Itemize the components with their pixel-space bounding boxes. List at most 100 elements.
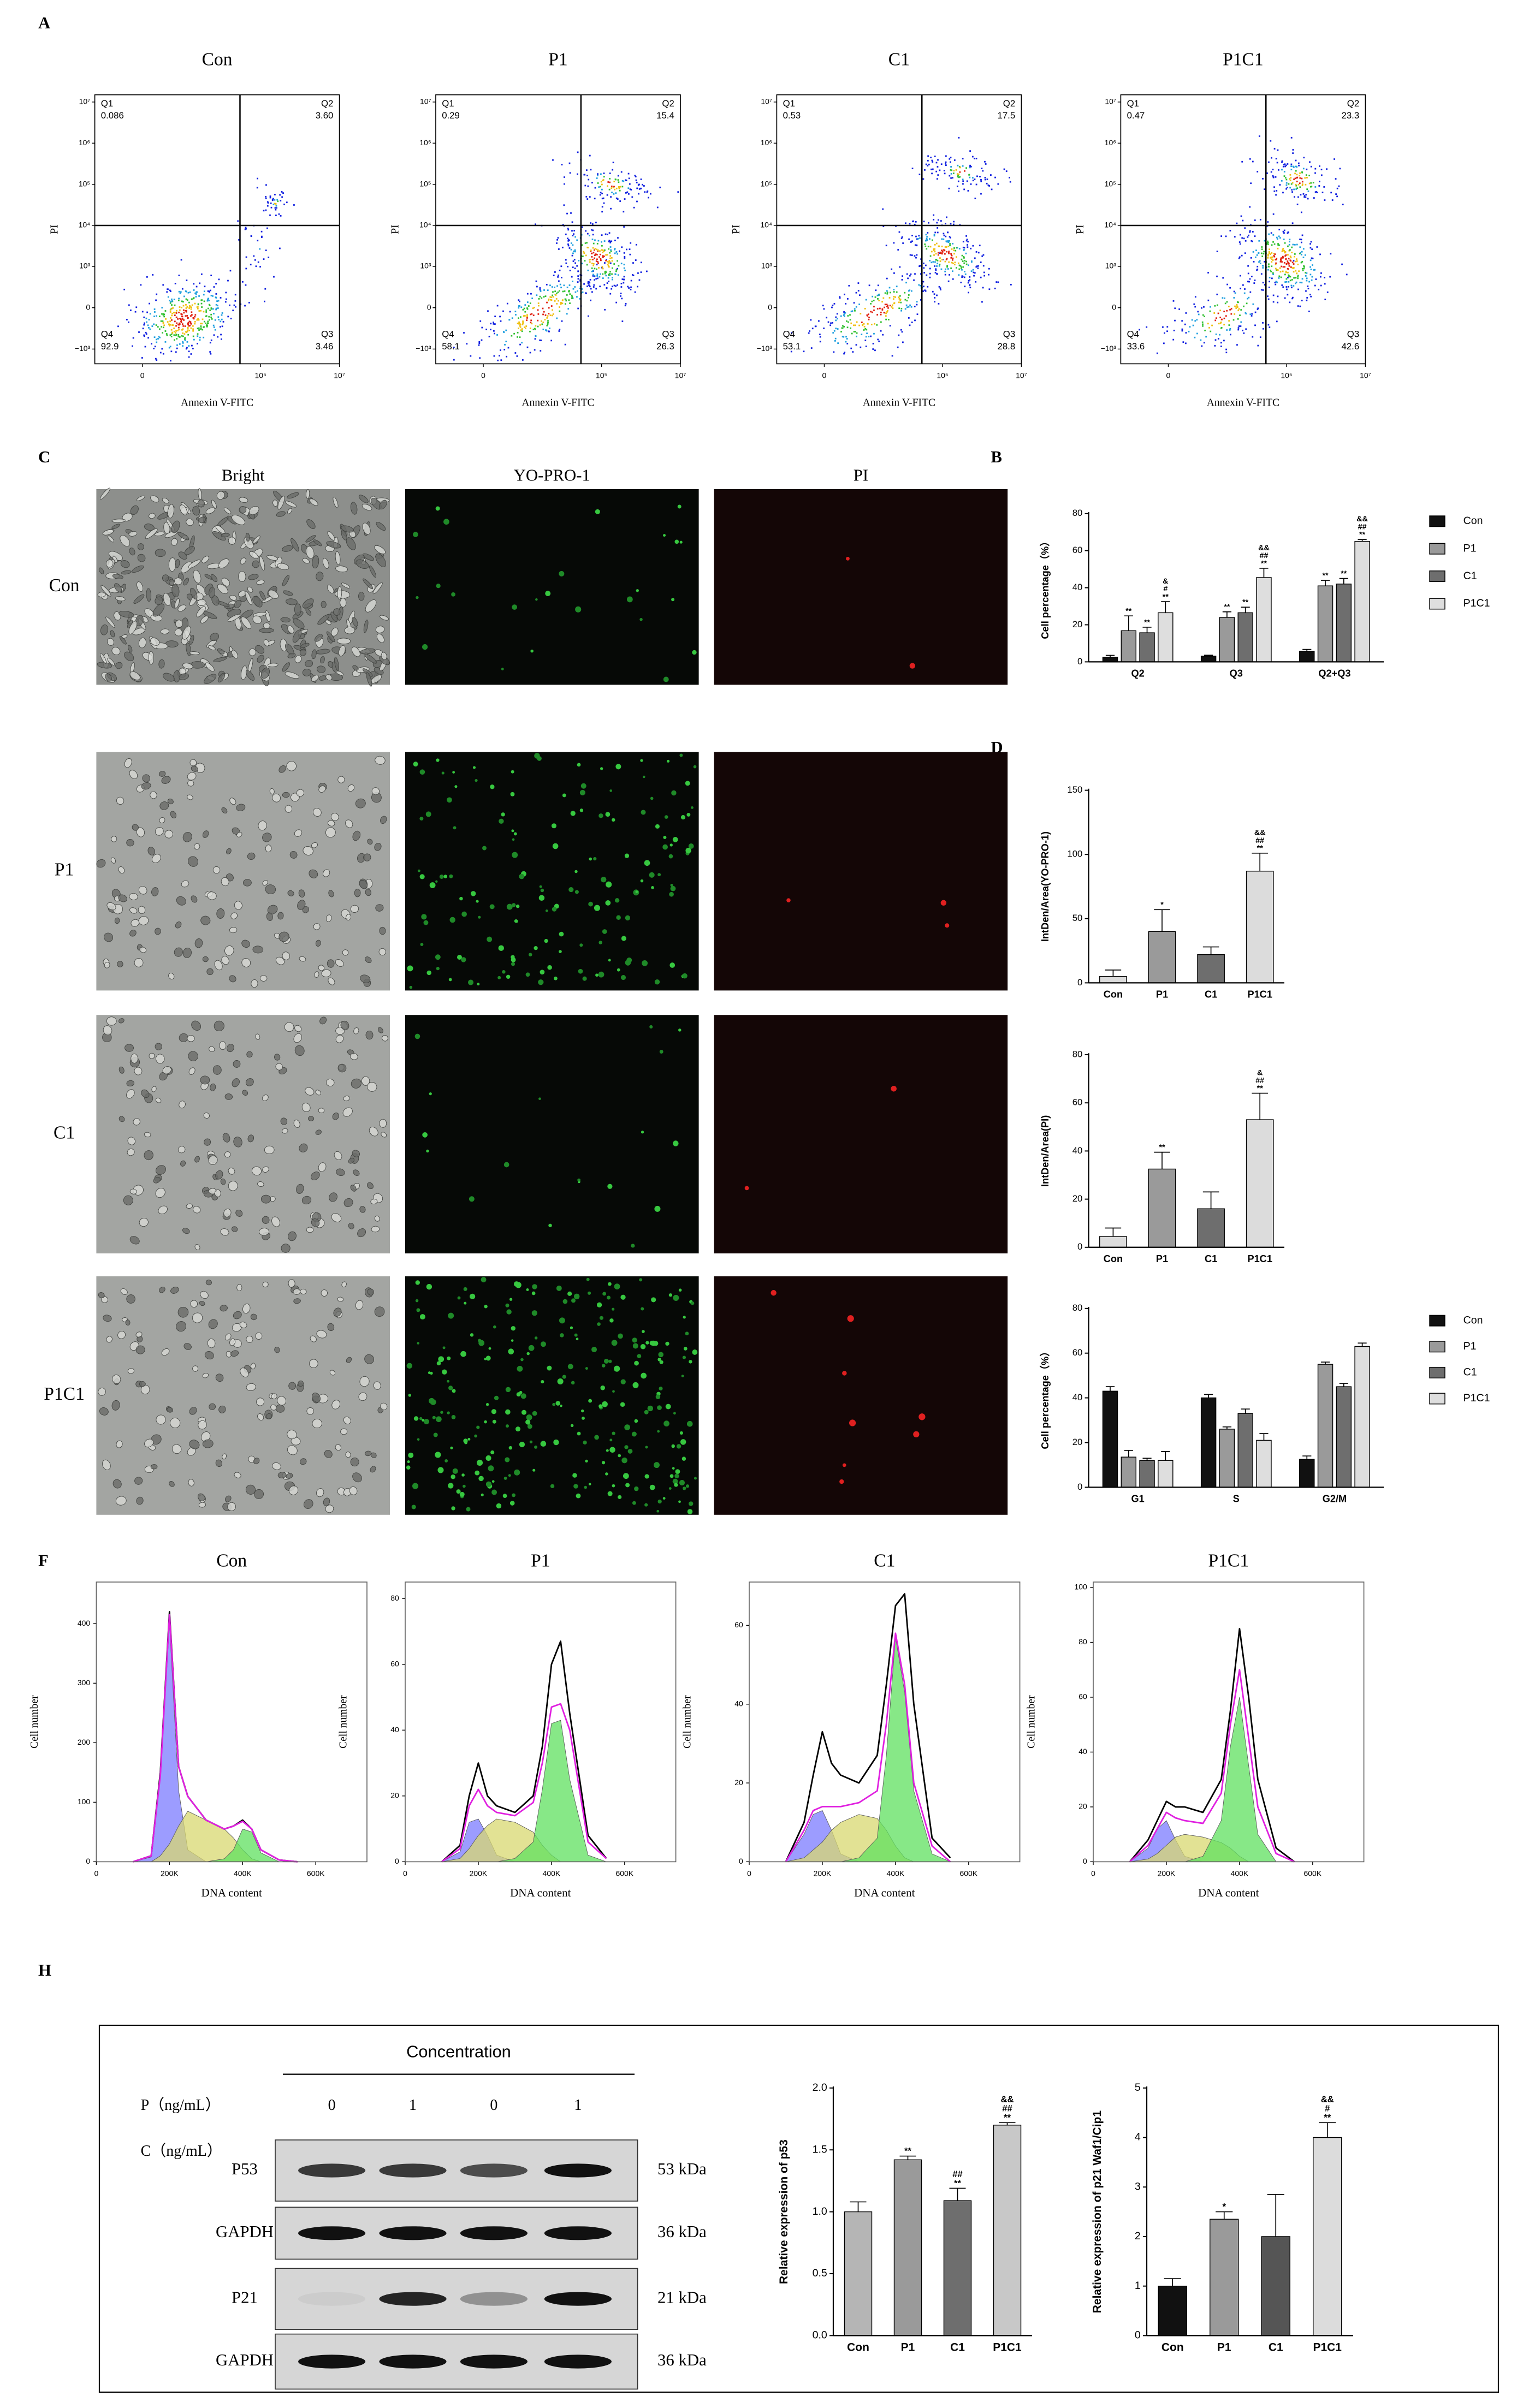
event-dot <box>577 290 578 292</box>
event-dot <box>969 176 971 179</box>
event-dot <box>153 311 156 313</box>
event-dot <box>634 175 636 177</box>
event-dot <box>972 245 974 247</box>
event-dot <box>209 305 211 306</box>
green-cell <box>644 1474 649 1479</box>
green-cell <box>420 943 424 946</box>
event-dot <box>1309 259 1312 261</box>
event-dot <box>615 179 617 181</box>
event-dot <box>923 267 925 269</box>
event-dot <box>603 176 605 178</box>
event-dot <box>637 286 639 288</box>
green-cell <box>672 1478 678 1484</box>
event-dot <box>153 316 155 317</box>
event-dot <box>164 341 167 343</box>
event-dot <box>159 352 162 354</box>
event-dot <box>929 276 931 278</box>
event-dot <box>889 325 891 327</box>
event-dot <box>167 296 169 298</box>
event-dot <box>1277 269 1279 271</box>
fluorescence-image <box>405 752 699 991</box>
y-tick-label: 10⁵ <box>1105 179 1116 188</box>
cell <box>312 1393 321 1403</box>
cell <box>287 1445 298 1455</box>
event-dot <box>835 319 837 322</box>
event-dot <box>1290 266 1292 268</box>
cell <box>197 500 205 508</box>
cell <box>337 776 345 783</box>
event-dot <box>855 306 857 308</box>
event-dot <box>234 294 236 296</box>
event-dot <box>267 202 269 204</box>
panel-label: D <box>991 738 1003 757</box>
cell <box>141 782 151 790</box>
event-dot <box>600 259 602 261</box>
event-dot <box>517 336 518 338</box>
event-dot <box>519 300 520 302</box>
event-dot <box>586 264 588 266</box>
green-cell <box>665 1404 671 1410</box>
cell <box>210 574 218 582</box>
event-dot <box>941 253 943 255</box>
event-dot <box>940 220 942 222</box>
event-dot <box>1297 277 1299 280</box>
event-dot <box>165 333 168 335</box>
event-dot <box>466 343 468 345</box>
cell <box>125 1044 134 1052</box>
cell <box>343 1096 350 1102</box>
event-dot <box>1291 287 1293 289</box>
green-cell <box>513 832 517 836</box>
green-cell <box>574 890 579 894</box>
event-dot <box>574 262 577 264</box>
event-dot <box>546 317 548 319</box>
event-dot <box>518 299 520 301</box>
event-dot <box>1234 292 1236 294</box>
event-dot <box>630 286 632 288</box>
legend-label: P1 <box>1463 1340 1477 1352</box>
cell <box>249 506 259 515</box>
green-cell <box>484 1304 488 1309</box>
event-dot <box>1258 252 1260 254</box>
cell <box>196 584 207 597</box>
y-tick-label: 80 <box>390 1594 399 1602</box>
event-dot <box>172 307 174 309</box>
cell <box>227 1044 234 1053</box>
green-cell <box>640 879 644 883</box>
event-dot <box>588 315 589 317</box>
green-cell <box>657 873 661 877</box>
event-dot <box>949 240 950 242</box>
cell <box>184 546 195 555</box>
cell <box>335 1444 342 1451</box>
event-dot <box>659 186 661 188</box>
x-tick-label: 200K <box>814 1869 832 1877</box>
event-dot <box>169 334 171 336</box>
green-cell <box>505 1387 511 1393</box>
x-tick-label: 0 <box>481 371 485 380</box>
event-dot <box>615 301 618 304</box>
green-cell <box>511 829 514 833</box>
event-dot <box>913 279 915 281</box>
cell <box>301 1196 312 1205</box>
green-cell <box>602 1364 606 1367</box>
event-dot <box>867 315 869 317</box>
event-dot <box>577 151 579 153</box>
event-dot <box>560 301 562 304</box>
event-dot <box>547 323 549 325</box>
event-dot <box>560 303 562 305</box>
event-dot <box>1253 260 1255 263</box>
event-dot <box>1289 255 1291 257</box>
y-tick-label: 20 <box>1072 1193 1083 1204</box>
green-cell <box>449 874 453 878</box>
event-dot <box>916 254 918 256</box>
event-dot <box>601 211 603 213</box>
event-dot <box>1282 257 1284 258</box>
event-dot <box>1309 273 1312 276</box>
event-dot <box>957 175 959 177</box>
event-dot <box>1251 276 1253 277</box>
event-dot <box>176 344 178 346</box>
event-dot <box>1267 253 1269 255</box>
event-dot <box>181 323 183 325</box>
cell <box>202 956 209 962</box>
cell <box>100 585 111 597</box>
